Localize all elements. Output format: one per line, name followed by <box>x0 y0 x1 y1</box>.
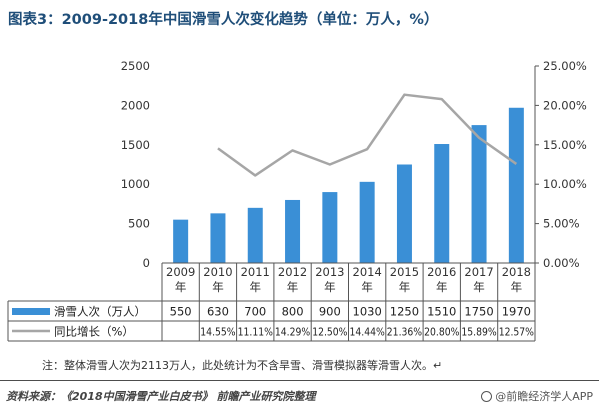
growth-value-label: 14.44% <box>350 327 385 339</box>
growth-value-label: 20.80% <box>424 327 459 339</box>
bar-value-label: 1970 <box>502 305 531 319</box>
bar-series <box>173 107 524 263</box>
growth-value-label: 12.50% <box>312 327 347 339</box>
bar <box>285 199 301 263</box>
bar-value-label: 800 <box>282 305 304 319</box>
bar <box>247 207 263 263</box>
bar <box>471 125 487 263</box>
brand-logo-icon <box>481 391 493 402</box>
growth-value-label: 21.36% <box>387 327 422 339</box>
y-right-tick-label: 15.00% <box>543 138 587 152</box>
x-tick-label: 2015 <box>390 265 419 279</box>
y-right-tick-label: 20.00% <box>543 98 587 112</box>
x-tick-label: 年 <box>212 280 224 294</box>
y-right-tick-label: 0.00% <box>543 256 580 270</box>
bar <box>359 181 375 263</box>
x-tick-label: 2011 <box>241 265 270 279</box>
footer-divider <box>0 380 599 381</box>
x-tick-label: 2018 <box>502 265 531 279</box>
source-text: 资料来源：《2018中国滑雪产业白皮书》 前瞻产业研究院整理 <box>6 390 316 403</box>
bar <box>322 192 338 263</box>
x-tick-label: 2017 <box>464 265 493 279</box>
x-tick-label: 2014 <box>353 265 382 279</box>
growth-value-label: 15.89% <box>461 327 496 339</box>
bar <box>210 213 226 263</box>
x-tick-label: 年 <box>361 280 373 294</box>
x-tick-label: 2009 <box>166 265 195 279</box>
x-tick-label: 年 <box>436 280 448 294</box>
data-table: 2009年2010年2011年2012年2013年2014年2015年2016年… <box>7 262 536 342</box>
bar <box>434 144 450 263</box>
footnote: 注：整体滑雪人次为2113万人，此处统计为不含旱雪、滑雪模拟器等滑雪人次。↵ <box>42 359 443 372</box>
x-tick-label: 2013 <box>315 265 344 279</box>
x-tick-label: 年 <box>287 280 299 294</box>
y-right-tick-label: 25.00% <box>543 59 587 73</box>
chart-title: 图表3：2009-2018年中国滑雪人次变化趋势（单位：万人，%） <box>8 12 439 28</box>
growth-value-label: 11.11% <box>238 327 273 339</box>
y-left-tick-label: 1000 <box>121 177 150 191</box>
x-tick-label: 年 <box>473 280 485 294</box>
line-series <box>217 93 518 177</box>
legend-line-label: 同比增长（%） <box>54 325 134 339</box>
axes: 0 500 1000 1500 2000 2500 0.00% 5.00% 10.00% 15.0… <box>121 59 587 270</box>
x-tick-label: 年 <box>250 280 262 294</box>
y-left-tick-label: 1500 <box>121 138 150 152</box>
legend-bar-swatch <box>12 308 50 315</box>
bar <box>396 164 412 263</box>
legend-bar-label: 滑雪人次（万人） <box>54 305 146 319</box>
x-tick-label: 2012 <box>278 265 307 279</box>
x-tick-label: 2016 <box>427 265 456 279</box>
x-tick-label: 2010 <box>203 265 232 279</box>
bar <box>508 107 524 263</box>
bar <box>173 219 189 263</box>
y-right-tick-label: 5.00% <box>543 217 580 231</box>
growth-value-label: 14.55% <box>200 327 235 339</box>
bar-value-label: 550 <box>170 305 192 319</box>
x-tick-label: 年 <box>399 280 411 294</box>
x-tick-label: 年 <box>175 280 187 294</box>
y-left-tick-label: 2500 <box>121 59 150 73</box>
growth-value-label: 12.57% <box>499 327 534 339</box>
bar-value-label: 700 <box>244 305 266 319</box>
growth-value-label: 14.29% <box>275 327 310 339</box>
x-tick-label: 年 <box>324 280 336 294</box>
bar-value-label: 1510 <box>427 305 456 319</box>
y-left-tick-label: 0 <box>143 256 150 270</box>
bar-value-label: 1030 <box>353 305 382 319</box>
bar-value-label: 900 <box>319 305 341 319</box>
bar-value-label: 1750 <box>464 305 493 319</box>
y-right-tick-label: 10.00% <box>543 177 587 191</box>
y-left-tick-label: 2000 <box>121 98 150 112</box>
brand-label: @前瞻经济学人APP <box>481 388 593 404</box>
brand-text: @前瞻经济学人APP <box>495 390 593 403</box>
x-tick-label: 年 <box>511 280 523 294</box>
bar-value-label: 1250 <box>390 305 419 319</box>
y-left-tick-label: 500 <box>128 217 150 231</box>
bar-value-label: 630 <box>207 305 229 319</box>
